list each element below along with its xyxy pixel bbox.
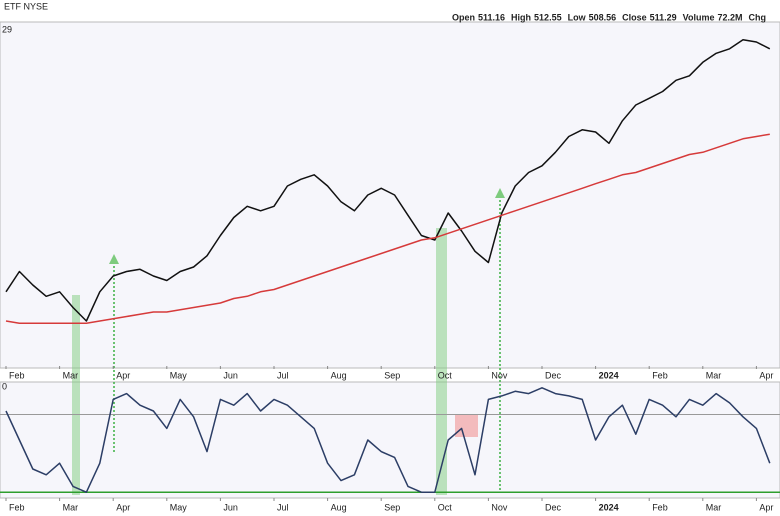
panel-label: 0 <box>2 381 7 391</box>
x-tick-label: Sep <box>384 502 400 512</box>
x-tick-label: May <box>170 502 188 512</box>
quote-label: Chg <box>749 12 767 22</box>
series-line <box>5 39 771 322</box>
quote-label: High <box>511 12 531 22</box>
quote-label: Volume <box>683 12 715 22</box>
quote-value: 72.2M <box>718 12 743 22</box>
x-tick-label: Feb <box>652 370 668 380</box>
highlight <box>436 228 447 495</box>
x-tick-label: Apr <box>116 370 130 380</box>
quote-label: Close <box>622 12 647 22</box>
quote-label: Low <box>568 12 587 22</box>
price-panel <box>0 21 780 369</box>
x-tick-label: Nov <box>491 370 508 380</box>
x-tick-label: Jul <box>277 502 289 512</box>
last-value: 29 <box>2 24 12 34</box>
x-tick-label: 2024 <box>599 370 619 380</box>
series-line <box>5 133 770 325</box>
x-tick-label: Mar <box>706 370 722 380</box>
quote-value: 511.29 <box>650 12 677 22</box>
x-tick-label: Nov <box>491 502 508 512</box>
x-tick-label: Jul <box>277 370 289 380</box>
quote-value: 511.16 <box>478 12 505 22</box>
x-tick-label: Sep <box>384 370 400 380</box>
x-tick-label: Jun <box>223 370 238 380</box>
oscillator-panel <box>0 381 780 499</box>
x-tick-label: Mar <box>706 502 722 512</box>
x-tick-label: Mar <box>63 502 79 512</box>
x-tick-label: Apr <box>759 502 773 512</box>
quote-value: 508.56 <box>589 12 617 22</box>
highlight <box>72 295 80 495</box>
x-tick-label: Oct <box>438 502 453 512</box>
x-tick-label: Apr <box>759 370 773 380</box>
x-tick-label: Dec <box>545 502 562 512</box>
quote-value: 512.55 <box>534 12 562 22</box>
x-tick-label: Feb <box>652 502 668 512</box>
series-line <box>5 387 771 493</box>
arrow-head <box>495 188 505 198</box>
ticker: ETF NYSE <box>4 1 48 11</box>
x-tick-label: Aug <box>331 370 347 380</box>
x-tick-label: Jun <box>223 502 238 512</box>
x-tick-label: Mar <box>63 370 79 380</box>
arrow-head <box>109 254 119 264</box>
x-tick-label: Apr <box>116 502 130 512</box>
x-tick-label: May <box>170 370 188 380</box>
x-tick-label: Feb <box>9 502 25 512</box>
x-tick-label: Feb <box>9 370 25 380</box>
x-tick-label: Aug <box>331 502 347 512</box>
highlight <box>455 415 478 437</box>
x-tick-label: Oct <box>438 370 453 380</box>
x-tick-label: 2024 <box>599 502 619 512</box>
quote-label: Open <box>452 12 475 22</box>
x-tick-label: Dec <box>545 370 562 380</box>
